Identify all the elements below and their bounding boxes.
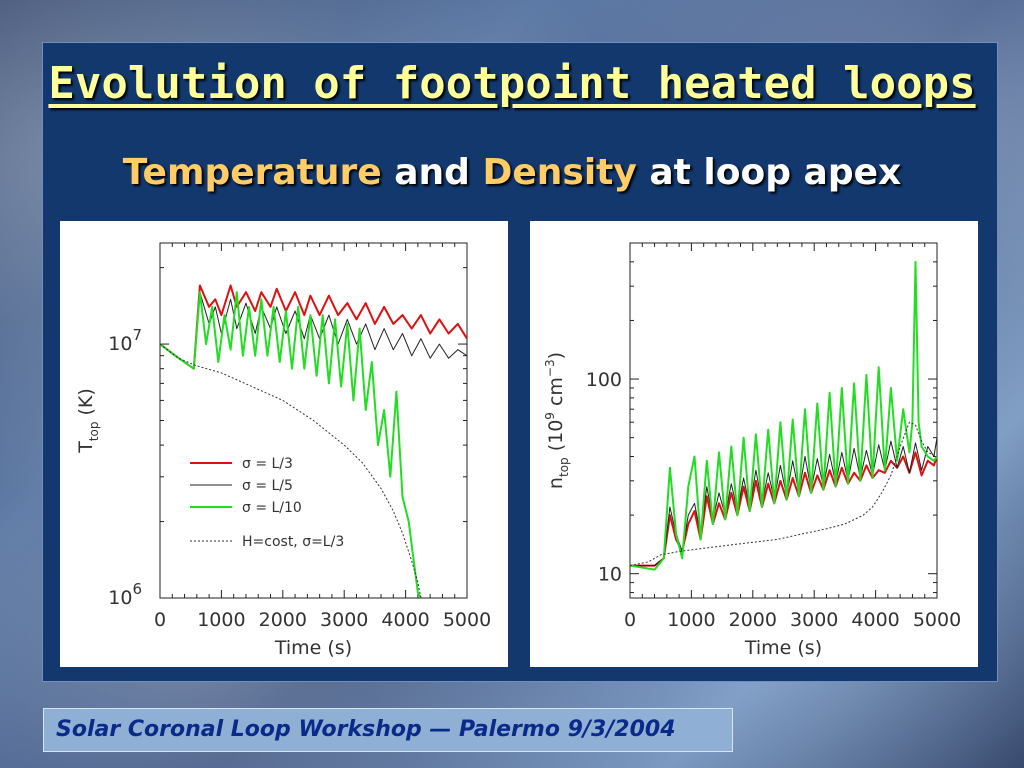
temp-ylabel-part: (K) (75, 388, 97, 421)
dens-ylabel-part: −3 (543, 359, 557, 377)
dens-xtick-label: 4000 (851, 609, 899, 631)
dens-ytick-label-0: 100 (586, 369, 622, 391)
subtitle-and: and (381, 152, 483, 193)
temp-series-red (160, 284, 467, 370)
temp-ylabel: Ttop (K) (75, 388, 101, 454)
dens-ylabel-part: n (545, 477, 567, 489)
temp-legend-label-3: H=cost, σ=L/3 (242, 534, 344, 550)
temp-ylabel-group: Ttop (K) (75, 388, 101, 454)
dens-xtick-label: 2000 (729, 609, 777, 631)
density-chart: 0 1000 2000 3000 4000 5000 100 10 Time (s) ntop (… (530, 221, 978, 667)
dens-ylabel-part: cm (545, 377, 567, 412)
dens-ylabel-part: ) (545, 352, 567, 359)
temp-ytick-base: 10 (108, 333, 132, 355)
temp-xtick-label: 3000 (320, 609, 368, 631)
dens-ylabel-group: ntop (109 cm−3) (543, 352, 571, 489)
dens-series-dotted (630, 421, 937, 567)
density-chart-svg: 0 1000 2000 3000 4000 5000 100 10 Time (s) ntop (… (543, 242, 961, 659)
temp-ylabel-part: T (75, 441, 97, 454)
temp-ylabel-part: top (87, 422, 101, 442)
dens-ylabel-part: 9 (543, 412, 557, 420)
temp-ytick-exp: 6 (132, 580, 142, 598)
temp-ytick-label-1: 106 (108, 580, 142, 609)
dens-xlabel: Time (s) (744, 637, 822, 659)
dens-plot-frame (629, 242, 938, 599)
footer-text: Solar Coronal Loop Workshop — Palermo 9/… (56, 717, 676, 742)
temp-xlabel: Time (s) (274, 637, 352, 659)
dens-xtick-label: 1000 (667, 609, 715, 631)
temp-ytick-exp: 7 (132, 326, 142, 344)
subtitle-apex: at loop apex (636, 152, 902, 193)
temp-ytick-label-0: 107 (108, 326, 142, 355)
temp-xtick-label: 2000 (259, 609, 307, 631)
temperature-chart: 0 1000 2000 3000 4000 5000 107 106 Time (s) Ttop … (60, 221, 508, 667)
dens-series-green (630, 260, 937, 571)
temp-ytick-base: 10 (108, 587, 132, 609)
temp-legend-label-1: σ = L/5 (242, 478, 293, 494)
subtitle-density: Density (482, 152, 637, 193)
dens-ylabel: ntop (109 cm−3) (543, 352, 571, 489)
temp-legend-label-2: σ = L/10 (242, 500, 302, 516)
footer-bar: Solar Coronal Loop Workshop — Palermo 9/… (43, 708, 733, 752)
dens-ylabel-part: top (557, 457, 571, 477)
slide-subtitle: Temperature and Density at loop apex (0, 152, 1024, 193)
slide-title: Evolution of footpoint heated loops (48, 58, 976, 109)
temp-xtick-label: 5000 (443, 609, 491, 631)
dens-xtick-label: 3000 (790, 609, 838, 631)
dens-xtick-label: 5000 (913, 609, 961, 631)
temp-xtick-label: 4000 (381, 609, 429, 631)
subtitle-temperature: Temperature (122, 152, 382, 193)
temp-legend-label-0: σ = L/3 (242, 456, 293, 472)
temp-xtick-label: 1000 (197, 609, 245, 631)
dens-xtick-label: 0 (624, 609, 636, 631)
temp-xtick-label: 0 (154, 609, 166, 631)
dens-ylabel-part: (10 (545, 420, 567, 458)
temp-series-green (160, 291, 422, 598)
dens-ytick-label-1: 10 (598, 564, 622, 586)
temp-series-dotted (160, 343, 422, 598)
